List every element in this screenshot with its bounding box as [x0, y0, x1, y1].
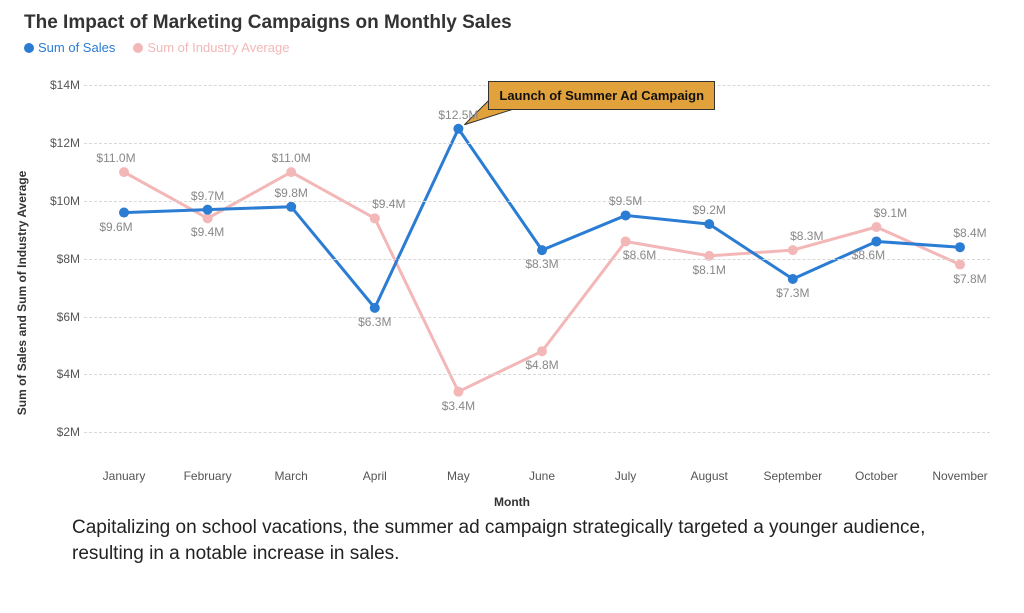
- x-tick-label: April: [363, 469, 387, 483]
- y-tick-label: $14M: [44, 78, 80, 92]
- grid-line: [84, 432, 990, 433]
- y-tick-label: $6M: [44, 310, 80, 324]
- legend-item-sales: Sum of Sales: [24, 40, 115, 55]
- data-point: [370, 303, 380, 313]
- data-point: [203, 213, 213, 223]
- x-tick-label: January: [103, 469, 146, 483]
- grid-line: [84, 143, 990, 144]
- data-point: [704, 219, 714, 229]
- plot-area: $2M$4M$6M$8M$10M$12M$14MJanuaryFebruaryM…: [84, 71, 990, 461]
- y-tick-label: $12M: [44, 136, 80, 150]
- data-point: [453, 124, 463, 134]
- data-point: [286, 167, 296, 177]
- y-tick-label: $8M: [44, 252, 80, 266]
- chart-caption: Capitalizing on school vacations, the su…: [24, 515, 1000, 566]
- y-tick-label: $10M: [44, 194, 80, 208]
- line-sales: [124, 129, 960, 308]
- data-point: [203, 205, 213, 215]
- data-point: [621, 236, 631, 246]
- x-tick-label: November: [932, 469, 987, 483]
- legend-item-industry: Sum of Industry Average: [133, 40, 289, 55]
- y-axis-label: Sum of Sales and Sum of Industry Average: [15, 171, 29, 416]
- grid-line: [84, 317, 990, 318]
- x-tick-label: August: [691, 469, 728, 483]
- legend-label-sales: Sum of Sales: [38, 40, 115, 55]
- legend-dot-industry: [133, 43, 143, 53]
- data-point: [119, 208, 129, 218]
- grid-line: [84, 201, 990, 202]
- x-tick-label: June: [529, 469, 555, 483]
- data-point: [871, 222, 881, 232]
- x-tick-label: July: [615, 469, 636, 483]
- x-tick-label: February: [184, 469, 232, 483]
- chart-area: Sum of Sales and Sum of Industry Average…: [24, 61, 1000, 511]
- data-point: [955, 260, 965, 270]
- x-tick-label: March: [275, 469, 308, 483]
- annotation-callout: Launch of Summer Ad Campaign: [488, 81, 715, 110]
- chart-lines-svg: [84, 71, 990, 461]
- y-tick-label: $2M: [44, 425, 80, 439]
- data-point: [453, 387, 463, 397]
- line-industry: [124, 172, 960, 392]
- data-point: [537, 245, 547, 255]
- x-tick-label: October: [855, 469, 898, 483]
- grid-line: [84, 374, 990, 375]
- data-point: [370, 213, 380, 223]
- data-point: [871, 236, 881, 246]
- data-point: [286, 202, 296, 212]
- chart-title: The Impact of Marketing Campaigns on Mon…: [24, 12, 1000, 34]
- legend: Sum of Sales Sum of Industry Average: [24, 40, 1000, 55]
- x-tick-label: September: [763, 469, 822, 483]
- y-tick-label: $4M: [44, 367, 80, 381]
- legend-label-industry: Sum of Industry Average: [147, 40, 289, 55]
- chart-container: The Impact of Marketing Campaigns on Mon…: [0, 0, 1024, 613]
- x-axis-label: Month: [494, 495, 530, 509]
- data-point: [788, 245, 798, 255]
- grid-line: [84, 259, 990, 260]
- data-point: [788, 274, 798, 284]
- data-point: [119, 167, 129, 177]
- data-point: [955, 242, 965, 252]
- x-tick-label: May: [447, 469, 470, 483]
- legend-dot-sales: [24, 43, 34, 53]
- data-point: [537, 346, 547, 356]
- data-point: [621, 210, 631, 220]
